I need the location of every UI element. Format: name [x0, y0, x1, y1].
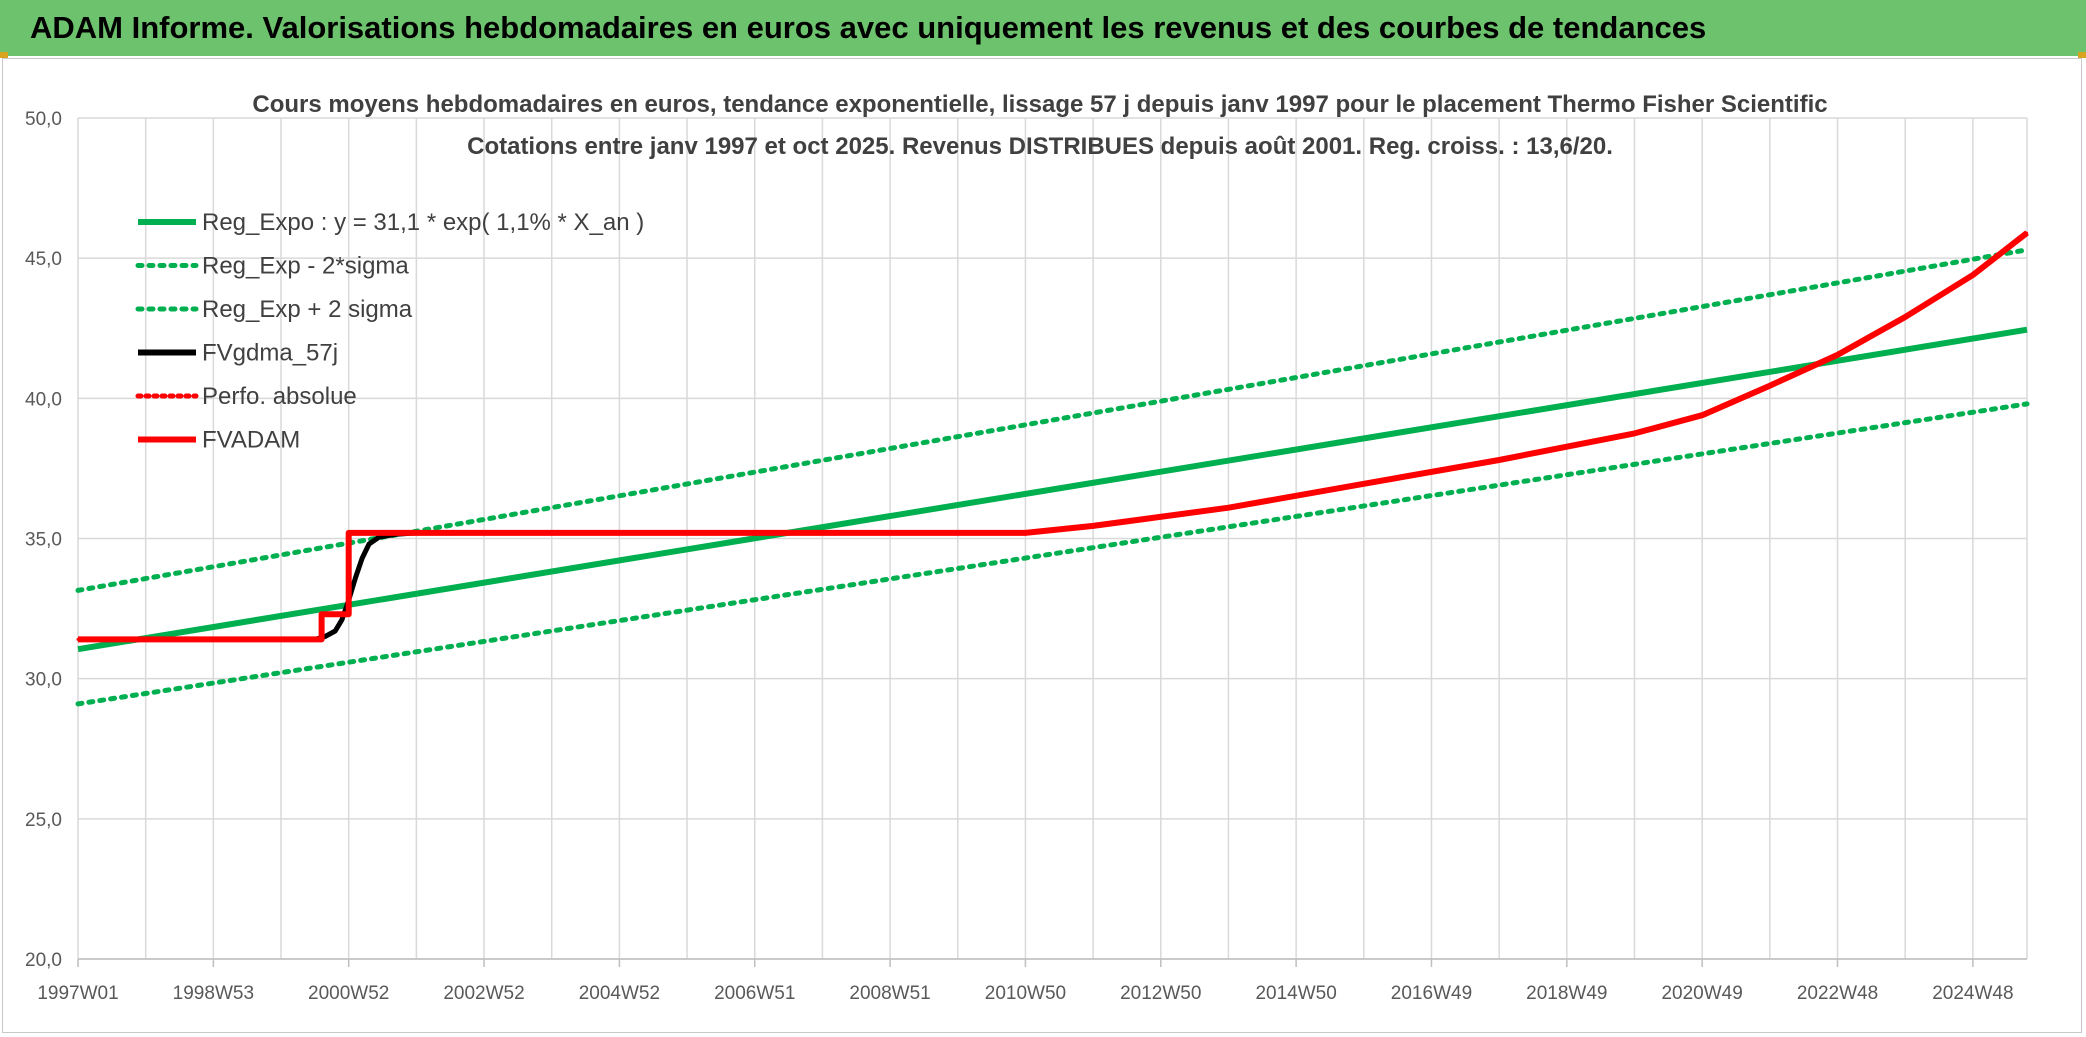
y-tick-label: 45,0: [25, 249, 62, 270]
chart-subtitle: Cotations entre janv 1997 et oct 2025. R…: [467, 133, 1613, 160]
x-tick-label: 2008W51: [849, 983, 930, 1004]
x-tick-label: 2002W52: [443, 983, 524, 1004]
legend-label: Reg_Exp + 2 sigma: [202, 296, 413, 323]
chart-legend: Reg_Expo : y = 31,1 * exp( 1,1% * X_an )…: [135, 209, 644, 454]
chart-frame: [2, 58, 2082, 1033]
x-tick-label: 2018W49: [1526, 983, 1607, 1004]
chart-axes: 20,0 25,0 30,0 35,0 40,0 45,0 50,0 1997W01 1998W…: [25, 109, 2027, 1004]
y-tick-label: 50,0: [25, 109, 62, 130]
x-tick-label: 2014W50: [1255, 983, 1336, 1004]
x-tick-label: 2010W50: [985, 983, 1066, 1004]
legend-label: FVADAM: [202, 427, 300, 454]
x-tick-label: 2000W52: [308, 983, 389, 1004]
chart-title: Cours moyens hebdomadaires en euros, ten…: [252, 91, 1827, 118]
x-tick-label: 2022W48: [1797, 983, 1878, 1004]
chart-series: [75, 230, 2030, 707]
legend-label: Reg_Exp - 2*sigma: [202, 253, 409, 280]
x-tick-label: 1998W53: [173, 983, 254, 1004]
x-tick-label: 1997W01: [37, 983, 118, 1004]
legend-label: Reg_Expo : y = 31,1 * exp( 1,1% * X_an ): [202, 209, 644, 236]
banner-title: ADAM Informe. Valorisations hebdomadaire…: [30, 10, 1707, 45]
corner-mark-left: [0, 52, 8, 58]
series-line-reg-expo-y-31-1-exp-1-1-x-an: [77, 326, 2028, 653]
y-tick-label: 20,0: [25, 950, 62, 971]
y-tick-label: 25,0: [25, 810, 62, 831]
legend-label: FVgdma_57j: [202, 340, 338, 367]
series-line-reg-exp-2-sigma: [75, 401, 2030, 707]
report-banner: ADAM Informe. Valorisations hebdomadaire…: [0, 0, 2086, 56]
series-line-perfo-absolue: [76, 231, 2029, 641]
series-line-fvadam: [78, 230, 2029, 643]
y-tick-label: 30,0: [25, 670, 62, 691]
y-tick-label: 40,0: [25, 389, 62, 410]
x-tick-label: 2024W48: [1932, 983, 2013, 1004]
x-tick-label: 2020W49: [1661, 983, 1742, 1004]
x-tick-label: 2006W51: [714, 983, 795, 1004]
y-tick-label: 35,0: [25, 530, 62, 551]
x-tick-label: 2012W50: [1120, 983, 1201, 1004]
legend-label: Perfo. absolue: [202, 383, 357, 410]
chart-grid: [77, 117, 2028, 960]
series-line-fvgdma-57j: [78, 230, 2029, 642]
corner-mark-right: [2078, 52, 2086, 58]
x-tick-label: 2016W49: [1391, 983, 1472, 1004]
x-tick-label: 2004W52: [579, 983, 660, 1004]
